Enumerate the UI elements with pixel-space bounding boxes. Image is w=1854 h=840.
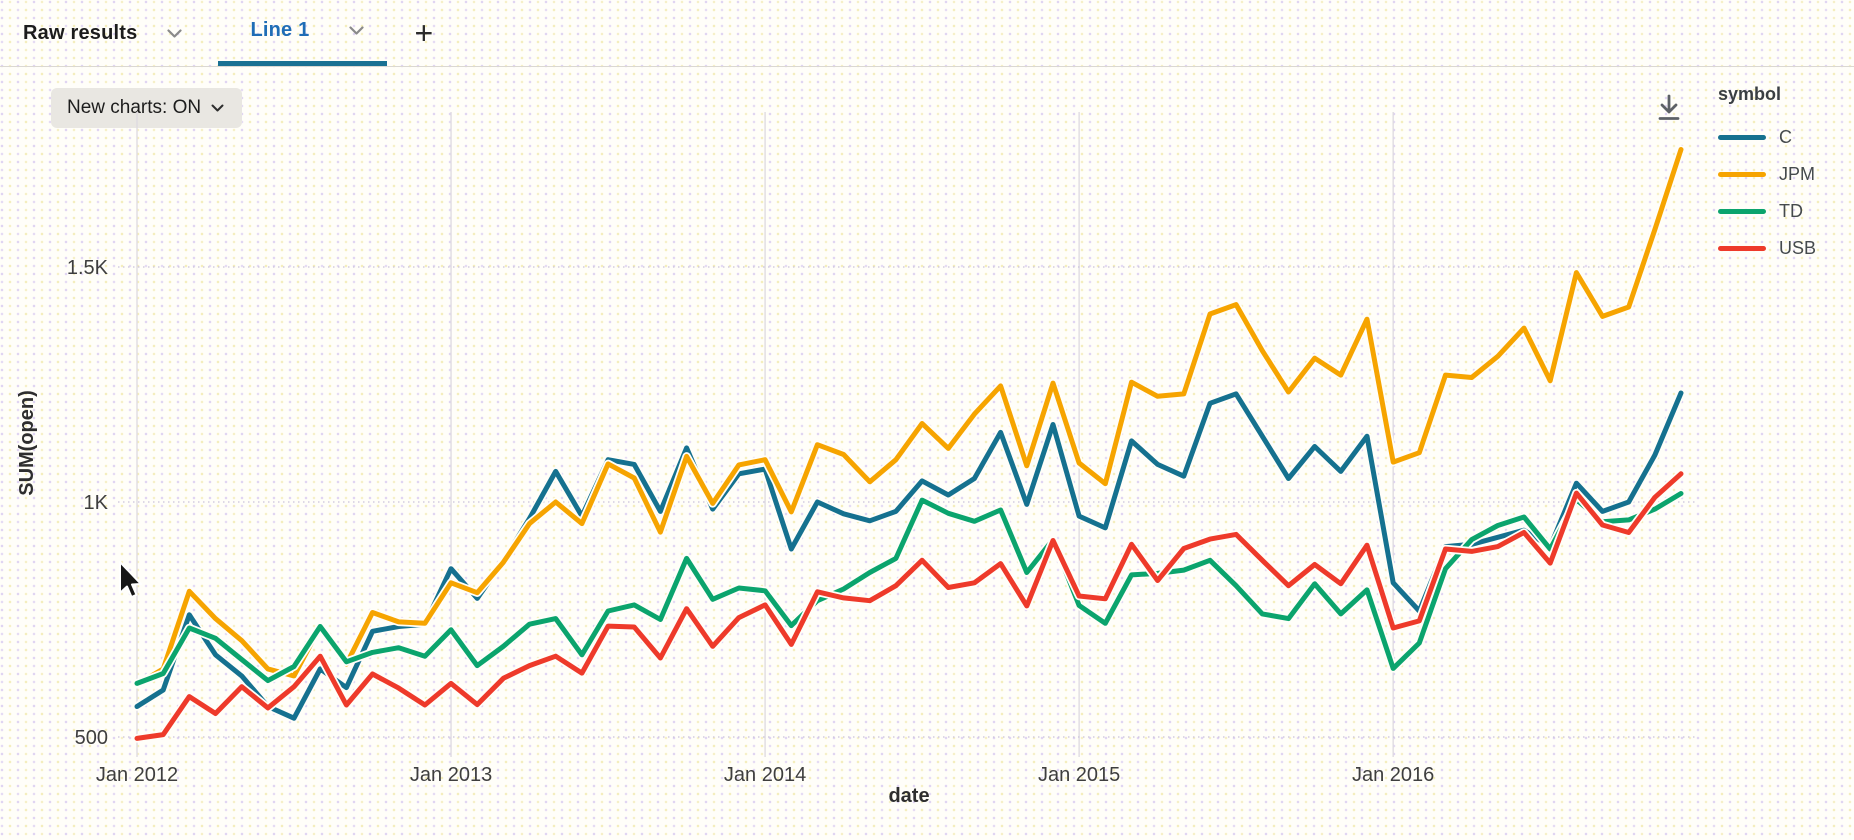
download-button[interactable] (1652, 92, 1686, 126)
legend-swatch-jpm (1718, 172, 1766, 177)
svg-text:Jan 2016: Jan 2016 (1352, 764, 1434, 786)
svg-text:Jan 2014: Jan 2014 (724, 764, 806, 786)
legend-item-usb: USB (1718, 230, 1850, 267)
legend-label-usb: USB (1779, 238, 1817, 258)
tab-line-1-label: Line 1 (250, 19, 310, 41)
add-tab-button[interactable]: + (414, 0, 433, 66)
new-charts-toggle[interactable]: New charts: ON (51, 88, 243, 128)
legend-title: symbol (1718, 84, 1782, 104)
legend-item-td: TD (1718, 193, 1850, 230)
tab-line-1[interactable]: Line 1 (218, 0, 388, 66)
svg-text:date: date (888, 785, 929, 807)
legend-label-jpm: JPM (1779, 164, 1815, 184)
legend-label-c: C (1779, 127, 1792, 147)
svg-text:Jan 2015: Jan 2015 (1038, 764, 1120, 786)
download-icon (1658, 94, 1680, 120)
tab-bar: Raw results Line 1 + (0, 0, 1854, 67)
svg-text:Jan 2013: Jan 2013 (410, 764, 492, 786)
legend-item-c: C (1718, 119, 1850, 156)
legend-swatch-c (1718, 135, 1766, 140)
chart-legend: symbol C JPM TD USB (1718, 84, 1850, 267)
legend-item-jpm: JPM (1718, 156, 1850, 193)
svg-text:1.5K: 1.5K (67, 257, 109, 279)
legend-swatch-td (1718, 209, 1766, 214)
legend-swatch-usb (1718, 246, 1766, 251)
tab-raw-results-label: Raw results (23, 21, 138, 44)
legend-label-td: TD (1779, 201, 1803, 221)
svg-text:500: 500 (75, 727, 108, 749)
svg-text:Jan 2012: Jan 2012 (96, 764, 178, 786)
chevron-down-icon (211, 104, 224, 112)
tab-raw-results[interactable]: Raw results (23, 0, 204, 66)
chevron-down-icon[interactable] (349, 26, 365, 35)
plus-icon: + (414, 15, 434, 51)
svg-text:SUM(open): SUM(open) (16, 390, 38, 496)
chevron-down-icon[interactable] (167, 28, 183, 38)
svg-text:1K: 1K (84, 492, 109, 514)
new-charts-label: New charts: ON (67, 97, 202, 118)
